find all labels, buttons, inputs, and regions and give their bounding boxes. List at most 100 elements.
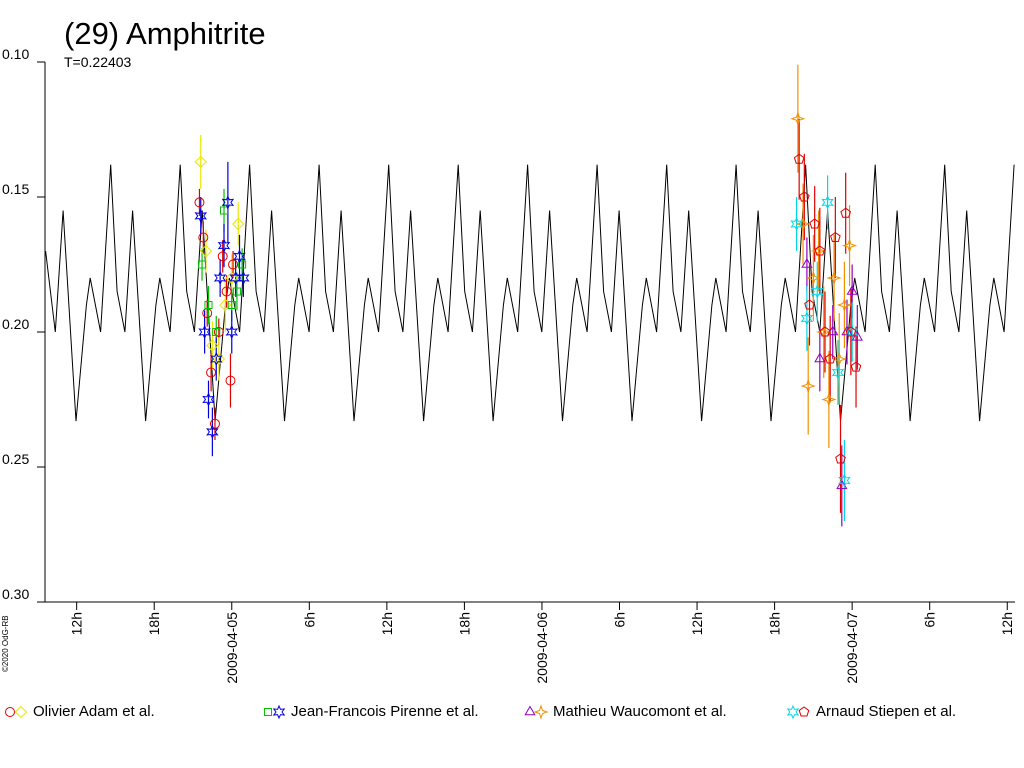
data-point (206, 367, 217, 378)
data-point (801, 257, 813, 268)
data-point (850, 361, 862, 372)
copyright: ©2020 OdG-RB (1, 615, 10, 672)
x-tick-label: 12h (69, 612, 85, 635)
legend-symbol (533, 704, 549, 720)
x-tick-label: 18h (146, 612, 162, 635)
data-point (228, 259, 239, 270)
data-point (237, 270, 250, 286)
x-tick-label: 6h (612, 612, 628, 628)
data-point (846, 284, 858, 295)
legend-symbol (272, 704, 286, 720)
legend-symbol (798, 706, 810, 717)
data-point (821, 391, 837, 408)
legend-label: Mathieu Waucomont et al. (553, 703, 727, 720)
chart-subtitle: T=0.22403 (64, 54, 132, 70)
data-point (232, 287, 241, 296)
data-point (225, 375, 236, 386)
data-point (800, 378, 816, 394)
y-tick-label: 0.10 (2, 46, 29, 62)
data-point (212, 352, 226, 366)
x-tick-label: 12h (379, 612, 395, 635)
data-point (221, 286, 232, 297)
x-tick-label: 2009-04-06 (534, 612, 550, 684)
data-point (221, 195, 235, 210)
legend-item: Arnaud Stiepen et al. (786, 703, 956, 720)
data-point (209, 418, 220, 429)
x-tick-label: 6h (922, 612, 938, 628)
x-tick-label: 12h (999, 612, 1015, 635)
data-point (814, 352, 826, 363)
data-point (225, 271, 238, 285)
data-point (841, 237, 858, 254)
data-point (851, 330, 863, 341)
chart-title: (29) Amphitrite (64, 16, 266, 51)
data-point (225, 324, 239, 340)
data-point (826, 270, 842, 286)
data-point (838, 473, 851, 488)
data-point (233, 249, 246, 264)
data-point (819, 326, 831, 337)
data-point (219, 298, 232, 312)
legend-item: Jean-Francois Pirenne et al. (263, 703, 479, 720)
y-tick-label: 0.25 (2, 451, 29, 467)
legend-symbol (5, 707, 15, 717)
data-point (212, 327, 221, 337)
data-point (790, 111, 806, 127)
data-point (836, 297, 853, 313)
data-point (238, 260, 247, 269)
data-point (198, 324, 211, 340)
data-point (202, 392, 215, 407)
x-tick-label: 18h (767, 612, 783, 635)
data-point (199, 244, 213, 258)
data-point (829, 231, 841, 243)
data-point (219, 206, 229, 215)
data-point (194, 155, 207, 169)
data-point (845, 324, 859, 340)
data-point (206, 424, 219, 440)
data-point (206, 339, 219, 352)
data-point (835, 453, 846, 464)
data-point (194, 197, 205, 208)
data-point (198, 232, 209, 243)
data-point (790, 216, 803, 232)
legend-symbol (263, 707, 273, 717)
data-point (800, 311, 814, 326)
data-point (827, 325, 839, 336)
x-tick-label: 6h (301, 612, 317, 628)
x-tick-label: 18h (456, 612, 472, 635)
legend-item: Olivier Adam et al. (5, 703, 155, 720)
data-point (798, 191, 810, 202)
legend-symbol (524, 705, 536, 716)
data-point (821, 195, 834, 210)
legend-item: Mathieu Waucomont et al. (524, 703, 727, 720)
data-point (213, 327, 224, 337)
data-point (831, 365, 845, 380)
data-point (810, 284, 824, 299)
data-point (831, 351, 847, 367)
x-tick-label: 2009-04-05 (224, 612, 240, 684)
data-point (197, 260, 207, 269)
data-point (804, 299, 815, 310)
data-point (232, 217, 245, 231)
data-point (217, 238, 231, 253)
data-point (793, 153, 805, 164)
y-tick-label: 0.15 (2, 181, 29, 197)
data-point (840, 207, 852, 218)
data-point (836, 479, 848, 490)
data-point (209, 351, 223, 367)
data-point (204, 300, 213, 310)
data-point (814, 245, 826, 256)
data-point (227, 300, 236, 310)
data-point (809, 218, 821, 229)
data-point (194, 208, 208, 224)
data-point (805, 270, 821, 286)
y-tick-label: 0.30 (2, 586, 29, 602)
x-tick-label: 12h (689, 612, 705, 635)
legend-symbol (786, 704, 800, 720)
data-point (213, 270, 227, 286)
model-curve (45, 164, 1015, 422)
x-tick-label: 2009-04-07 (844, 612, 860, 684)
legend-label: Arnaud Stiepen et al. (816, 703, 956, 720)
y-tick-label: 0.20 (2, 316, 29, 332)
